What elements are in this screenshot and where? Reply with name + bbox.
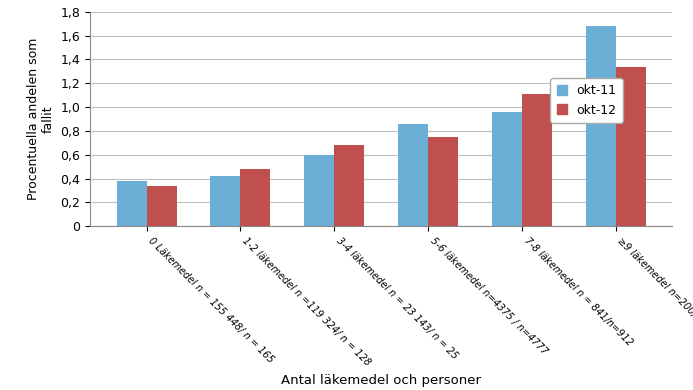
Bar [334,145,365,226]
Bar [147,186,177,226]
Bar [116,181,147,226]
Bar [615,67,646,226]
Y-axis label: Procentuella andelen som
fallit: Procentuella andelen som fallit [27,38,55,200]
Bar [398,124,428,226]
Bar [240,169,270,226]
Bar [586,26,615,226]
Bar [211,176,240,226]
Bar [492,112,522,226]
Bar [522,94,552,226]
Legend: okt-11, okt-12: okt-11, okt-12 [550,78,623,123]
Bar [428,137,458,226]
X-axis label: Antal läkemedel och personer: Antal läkemedel och personer [281,374,481,386]
Bar [304,155,334,226]
